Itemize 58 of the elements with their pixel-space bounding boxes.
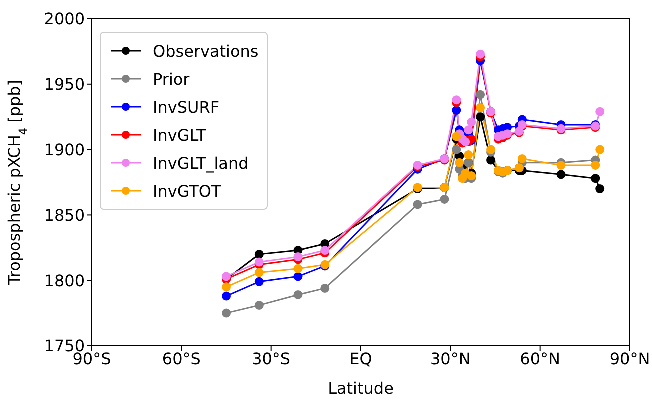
point <box>452 96 462 105</box>
point <box>486 145 496 154</box>
point <box>294 264 303 274</box>
point <box>455 158 464 168</box>
y-tick-label: 1900 <box>44 140 85 160</box>
point <box>486 156 496 165</box>
point <box>254 258 264 267</box>
point <box>464 126 474 135</box>
point <box>222 282 231 292</box>
x-tick-label: EQ <box>350 349 372 368</box>
y-tick-label: 1950 <box>44 75 85 94</box>
point <box>476 103 486 112</box>
point <box>467 118 476 127</box>
point <box>294 290 303 300</box>
legend-label: InvGTOT <box>153 182 222 200</box>
x-tick-label: 60°N <box>520 349 560 368</box>
point <box>518 154 527 164</box>
point <box>596 145 605 154</box>
point <box>591 174 600 184</box>
legend-label: InvGLT_land <box>153 154 249 172</box>
point <box>596 107 605 116</box>
x-tick-label: 90°N <box>610 349 650 368</box>
point <box>467 171 476 180</box>
x-tick-label: 30°S <box>252 349 291 368</box>
point <box>254 268 264 278</box>
y-tick-label: 2000 <box>44 10 85 29</box>
point <box>591 160 600 170</box>
point <box>440 195 450 204</box>
point <box>476 50 486 59</box>
point <box>222 292 231 301</box>
point <box>294 252 303 262</box>
y-tick-label: 1850 <box>44 206 85 225</box>
point <box>294 272 303 282</box>
point <box>596 184 605 194</box>
legend-label: Observations <box>153 42 259 60</box>
x-tick-label: 60°S <box>162 349 201 368</box>
point <box>222 272 231 282</box>
point <box>254 250 264 259</box>
point <box>556 170 566 180</box>
point <box>254 300 264 310</box>
point <box>254 277 264 286</box>
point <box>476 90 486 100</box>
point <box>476 112 486 122</box>
point <box>452 106 462 116</box>
legend-label: Prior <box>153 70 190 88</box>
x-axis-title: Latitude <box>328 379 394 398</box>
point <box>320 284 330 293</box>
point <box>452 145 462 154</box>
point <box>464 150 474 160</box>
point <box>222 308 231 318</box>
point <box>320 246 330 256</box>
point <box>452 132 462 142</box>
y-tick-label: 1800 <box>44 271 85 290</box>
point <box>556 160 566 170</box>
point <box>413 200 422 210</box>
legend-label: InvSURF <box>153 98 220 116</box>
legend-label: InvGLT <box>153 126 206 144</box>
x-tick-label: 30°N <box>430 349 471 368</box>
